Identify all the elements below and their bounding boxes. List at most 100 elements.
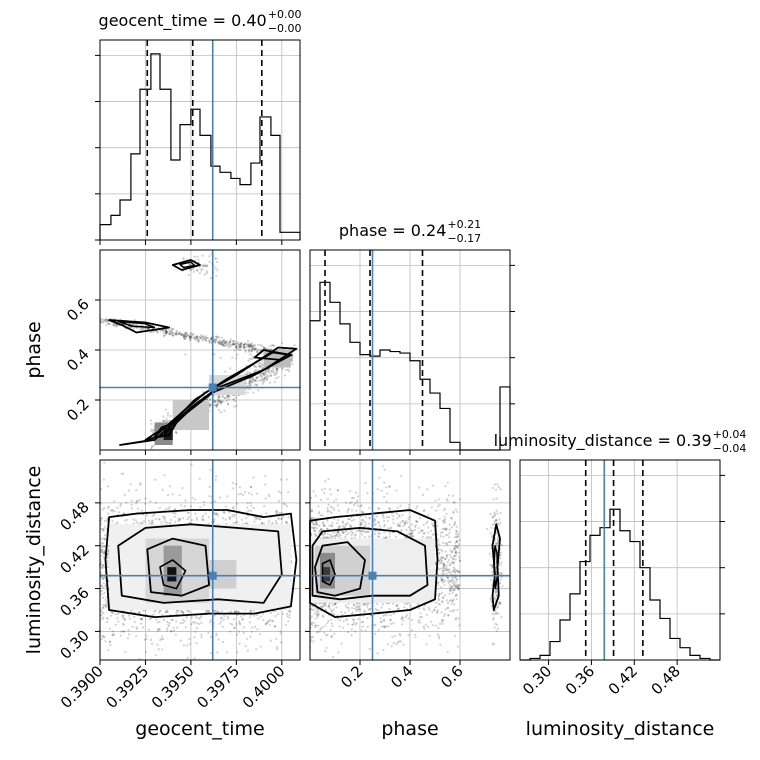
sample-point (427, 606, 430, 609)
sample-point (203, 504, 206, 507)
sample-point (139, 327, 142, 330)
sample-point (196, 337, 199, 340)
sample-point (106, 556, 109, 560)
sample-point (217, 336, 220, 339)
sample-point (109, 644, 112, 647)
sample-point (102, 612, 105, 615)
sample-point (189, 336, 192, 340)
sample-point (180, 333, 183, 336)
sample-point (178, 331, 181, 334)
sample-point (157, 628, 160, 631)
sample-point (287, 516, 290, 519)
sample-point (195, 616, 198, 619)
sample-point (347, 606, 350, 610)
sample-point (140, 509, 144, 512)
sample-point (218, 397, 221, 400)
sample-point (221, 340, 224, 343)
sample-point (214, 475, 218, 478)
sample-point (130, 499, 133, 502)
sample-point (205, 336, 208, 339)
sample-point (228, 340, 231, 343)
sample-point (243, 346, 246, 349)
sample-point (111, 630, 114, 633)
sample-point (184, 335, 187, 338)
sample-point (156, 621, 159, 624)
sample-point (263, 371, 267, 374)
sample-point (190, 335, 193, 338)
sample-point (186, 511, 189, 514)
sample-point (135, 326, 138, 330)
sample-point (268, 495, 271, 498)
sample-point (243, 347, 246, 350)
sample-point (103, 519, 107, 522)
sample-point (314, 534, 317, 537)
sample-point (222, 517, 225, 520)
sample-point (314, 494, 317, 497)
sample-point (213, 401, 216, 404)
sample-point (267, 368, 270, 371)
sample-point (206, 264, 209, 267)
sample-point (257, 368, 260, 372)
sample-point (267, 521, 270, 524)
density-blocks-geocent_time-luminosity_distance (109, 524, 291, 610)
sample-point (184, 499, 187, 502)
sample-point (254, 347, 257, 350)
sample-point (235, 404, 238, 407)
sample-point (221, 395, 224, 398)
sample-point (167, 624, 171, 628)
sample-point (138, 522, 141, 525)
sample-point (345, 533, 348, 536)
sample-point (126, 518, 129, 521)
sample-point (231, 513, 234, 517)
sample-point (164, 520, 167, 523)
sample-point (253, 520, 256, 524)
sample-point (251, 357, 254, 360)
sample-point (117, 612, 120, 616)
sample-point (272, 344, 275, 347)
sample-point (195, 516, 199, 519)
sample-point (190, 616, 193, 619)
sample-point (101, 576, 104, 580)
sample-point (189, 332, 192, 335)
sample-point (196, 269, 199, 272)
sample-point (151, 431, 154, 434)
sample-point (437, 505, 440, 508)
sample-point (172, 334, 175, 337)
sample-point (268, 618, 271, 622)
sample-point (207, 337, 210, 340)
sample-point (244, 522, 247, 525)
sample-point (135, 635, 138, 638)
sample-point (280, 517, 283, 520)
sample-point (257, 343, 260, 346)
sample-point (171, 334, 174, 337)
sample-point (266, 378, 269, 381)
sample-point (336, 504, 339, 507)
sample-point (220, 341, 224, 344)
sample-point (175, 620, 178, 623)
sample-point (243, 342, 246, 345)
sample-point (174, 633, 177, 636)
sample-point (184, 333, 187, 336)
sample-point (417, 531, 420, 534)
sample-point (182, 333, 185, 336)
sample-point (168, 332, 171, 335)
sample-point (209, 469, 212, 472)
sample-point (255, 383, 258, 386)
sample-point (107, 322, 110, 325)
sample-point (197, 340, 200, 343)
sample-point (112, 323, 115, 326)
sample-point (193, 657, 196, 660)
sample-point (234, 342, 237, 345)
sample-point (161, 648, 164, 651)
sample-point (161, 420, 164, 423)
sample-point (172, 626, 175, 629)
sample-point (194, 512, 197, 515)
sample-point (232, 398, 235, 401)
sample-point (258, 361, 262, 364)
sample-point (386, 492, 389, 495)
sample-point (171, 328, 174, 331)
sample-point (188, 642, 192, 645)
sample-point (231, 340, 234, 343)
sample-point (281, 342, 284, 345)
sample-point (228, 342, 231, 345)
